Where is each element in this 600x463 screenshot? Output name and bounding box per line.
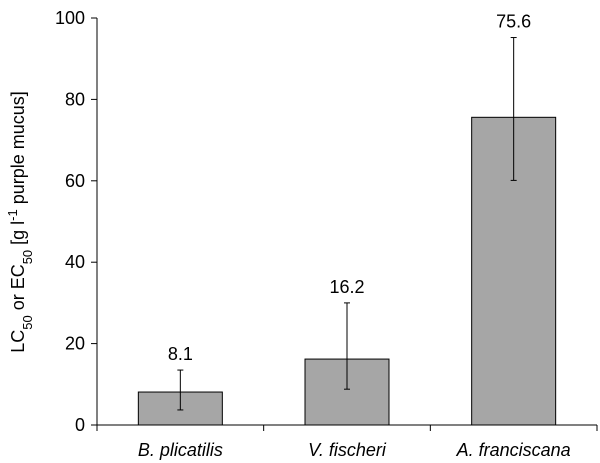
error-bar-1 (177, 369, 184, 411)
error-bar-3 (510, 37, 517, 181)
axes-layer (96, 18, 598, 431)
ylabel-prefix1: LC (8, 330, 28, 353)
ylabel-sub2: 50 (20, 250, 35, 264)
x-category-label-1: B. plicatilis (138, 440, 223, 460)
error-bars-layer (177, 37, 517, 411)
data-label-1: 8.1 (168, 344, 193, 364)
y-tick-label-2: 40 (65, 252, 85, 272)
ylabel-suffix: purple mucus] (8, 91, 28, 209)
ylabel-middle2: [g l (8, 221, 28, 250)
x-category-label-2: V. fischeri (308, 440, 387, 460)
data-label-3: 75.6 (496, 12, 531, 32)
y-tick-label-0: 0 (75, 415, 85, 435)
y-ticks-layer: 0 20 40 60 80 100 (55, 8, 97, 435)
ylabel-sub1: 50 (20, 315, 35, 329)
y-axis-label: LC50 or EC50 [g l-1 purple mucus] (5, 91, 35, 353)
data-label-2: 16.2 (329, 277, 364, 297)
y-tick-label-5: 100 (55, 8, 85, 28)
x-categories-layer: B. plicatilis V. fischeri A. franciscana (138, 440, 571, 460)
y-tick-label-3: 60 (65, 171, 85, 191)
ylabel-middle: or EC (8, 264, 28, 315)
y-tick-label-1: 20 (65, 334, 85, 354)
error-bar-2 (344, 302, 350, 390)
ylabel-sup: -1 (5, 209, 20, 221)
x-category-label-3: A. franciscana (456, 440, 571, 460)
data-labels-layer: 8.1 16.2 75.6 (168, 12, 531, 365)
y-tick-label-4: 80 (65, 89, 85, 109)
